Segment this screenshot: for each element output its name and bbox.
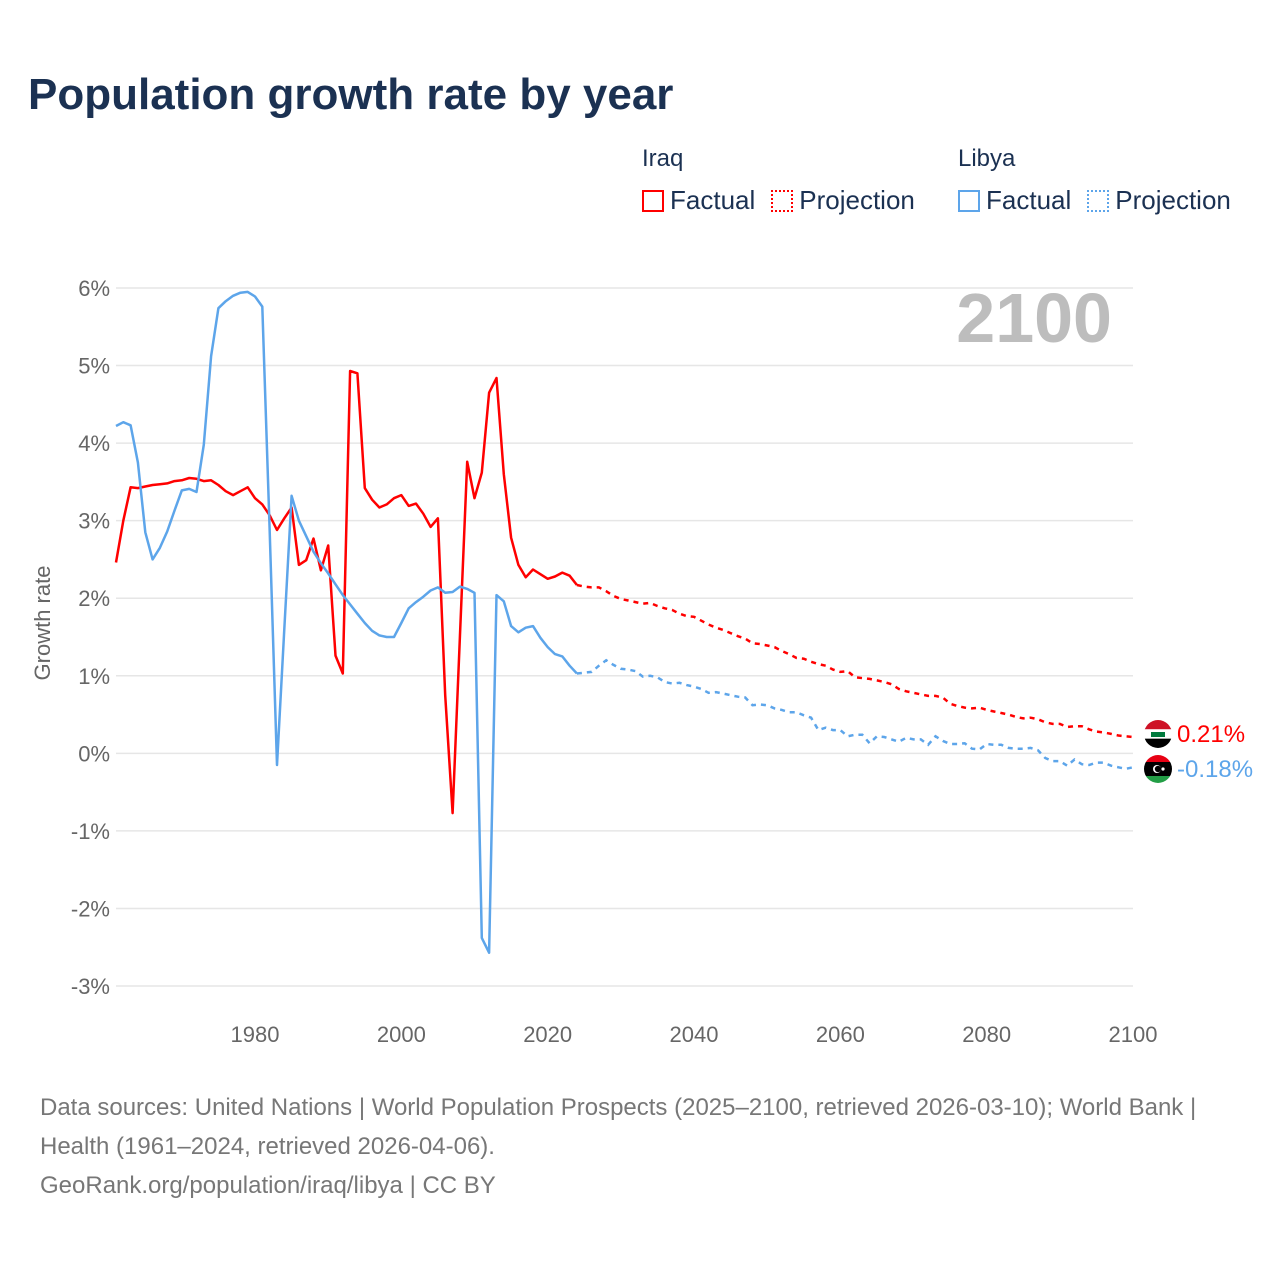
y-axis-label: Growth rate [30, 566, 55, 681]
flag-stripe [1144, 729, 1172, 739]
x-tick-label: 2100 [1109, 1022, 1158, 1047]
x-tick-label: 1980 [231, 1022, 280, 1047]
legend-libya-factual[interactable]: Factual [958, 185, 1071, 216]
footer: Data sources: United Nations | World Pop… [40, 1088, 1240, 1205]
x-tick-label: 2080 [962, 1022, 1011, 1047]
flag-stripe [1144, 755, 1172, 762]
legend-libya-projection[interactable]: Projection [1087, 185, 1231, 216]
page-title: Population growth rate by year [28, 70, 674, 119]
flag-script [1151, 732, 1165, 737]
libya-end-label: -0.18% [1177, 756, 1253, 783]
legend-country-label: Libya [958, 145, 1016, 172]
dotted-swatch-icon [1087, 189, 1110, 212]
legend-libya: Libya Factual Projection [958, 145, 1231, 216]
y-tick-label: 5% [78, 354, 110, 379]
flag-stripe [1144, 738, 1172, 748]
x-tick-label: 2060 [816, 1022, 865, 1047]
y-tick-label: 1% [78, 664, 110, 689]
legend-iraq-projection[interactable]: Projection [771, 185, 915, 216]
flag-stripe [1144, 776, 1172, 783]
legend-label: Projection [799, 185, 915, 215]
libya-projection-line [576, 658, 1134, 771]
crescent-cut [1154, 765, 1162, 773]
y-tick-label: 3% [78, 509, 110, 534]
data-sources: Data sources: United Nations | World Pop… [40, 1094, 1197, 1160]
flag-stripe [1144, 720, 1172, 730]
credit-link[interactable]: GeoRank.org/population/iraq/libya | CC B… [40, 1172, 496, 1199]
dotted-swatch-icon [771, 189, 794, 212]
y-tick-label: -1% [71, 819, 110, 844]
iraq-end-label: 0.21% [1177, 721, 1245, 748]
flag-stripe [1144, 762, 1172, 776]
legend-label: Factual [986, 185, 1072, 215]
legend-label: Factual [670, 185, 756, 215]
solid-swatch-icon [958, 189, 980, 212]
current-year-label: 2100 [956, 279, 1112, 357]
y-tick-label: -3% [71, 974, 110, 999]
y-tick-label: 2% [78, 586, 110, 611]
y-tick-label: 0% [78, 741, 110, 766]
iraq-factual-line [114, 369, 578, 815]
legend-country-label: Iraq [642, 145, 684, 172]
legend-iraq-factual[interactable]: Factual [642, 185, 755, 216]
iraq-flag-icon [1144, 720, 1172, 748]
star [1161, 767, 1165, 771]
legend-iraq: Iraq Factual Projection [642, 145, 915, 216]
x-tick-label: 2020 [523, 1022, 572, 1047]
x-tick-label: 2000 [377, 1022, 426, 1047]
legend-label: Projection [1115, 185, 1231, 215]
crescent [1153, 765, 1161, 773]
y-tick-label: 4% [78, 431, 110, 456]
libya-factual-line [115, 290, 578, 954]
x-tick-label: 2040 [670, 1022, 719, 1047]
iraq-projection-line [576, 583, 1134, 739]
libya-flag-icon [1144, 755, 1172, 783]
solid-swatch-icon [642, 189, 664, 212]
y-tick-label: 6% [78, 276, 110, 301]
y-tick-label: -2% [71, 896, 110, 921]
